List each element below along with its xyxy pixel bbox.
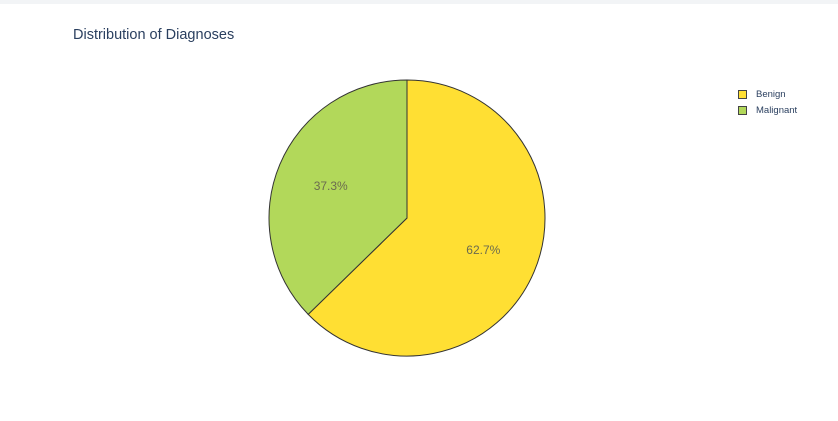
slice-label-malignant: 37.3% [314,179,348,193]
top-strip [0,0,838,4]
legend: Benign Malignant [738,86,797,118]
pie-slice-labels: 62.7% 37.3% [314,179,501,257]
legend-item-benign[interactable]: Benign [738,86,797,102]
chart-title: Distribution of Diagnoses [73,27,235,43]
legend-swatch-benign [738,89,747,99]
pie-slice-benign[interactable] [307,79,546,357]
legend-label-benign: Benign [756,88,786,100]
pie-slice-malignant[interactable] [268,79,408,316]
legend-label-malignant: Malignant [756,104,798,116]
legend-swatch-malignant [738,105,747,115]
slice-label-benign: 62.7% [466,243,500,257]
legend-item-malignant[interactable]: Malignant [738,102,797,118]
pie-slices [268,79,546,357]
